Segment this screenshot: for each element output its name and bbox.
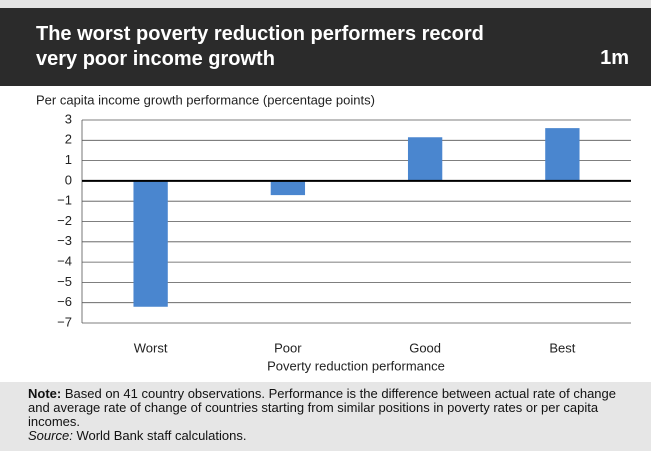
y-tick-label: 3 — [65, 111, 72, 126]
top-bar — [0, 0, 651, 8]
source: Source: World Bank staff calculations. — [28, 429, 631, 443]
note-label: Note: — [28, 386, 62, 401]
chart-title: The worst poverty reduction performers r… — [36, 23, 484, 70]
y-tick-label: 0 — [65, 172, 72, 187]
y-tick-label: −5 — [57, 274, 72, 289]
x-tick-label: Best — [549, 340, 575, 355]
y-tick-label: −4 — [57, 254, 72, 269]
note: Note: Based on 41 country observations. … — [28, 387, 631, 429]
x-axis-title: Poverty reduction performance — [267, 358, 445, 373]
y-axis-title: Per capita income growth performance (pe… — [36, 92, 375, 107]
chart: Per capita income growth performance (pe… — [36, 92, 631, 373]
figure-label: 1m — [600, 47, 629, 69]
note-text: Based on 41 country observations. Perfor… — [28, 386, 616, 429]
source-text: World Bank staff calculations. — [76, 428, 247, 443]
y-tick-label: −2 — [57, 213, 72, 228]
y-tick-label: 1 — [65, 152, 72, 167]
y-tick-label: −6 — [57, 294, 72, 309]
y-tick-label: −3 — [57, 233, 72, 248]
y-tick-label: −7 — [57, 314, 72, 329]
y-tick-label: 2 — [65, 132, 72, 147]
bar — [407, 137, 443, 181]
x-tick-label: Good — [409, 340, 441, 355]
bar — [270, 180, 306, 196]
bar — [545, 128, 580, 181]
bar — [133, 180, 168, 307]
x-tick-label: Worst — [134, 340, 168, 355]
source-label: Source: — [28, 428, 73, 443]
y-tick-label: −1 — [57, 193, 72, 208]
footer: Note: Based on 41 country observations. … — [0, 382, 651, 451]
x-tick-label: Poor — [274, 340, 302, 355]
header: The worst poverty reduction performers r… — [0, 8, 651, 86]
